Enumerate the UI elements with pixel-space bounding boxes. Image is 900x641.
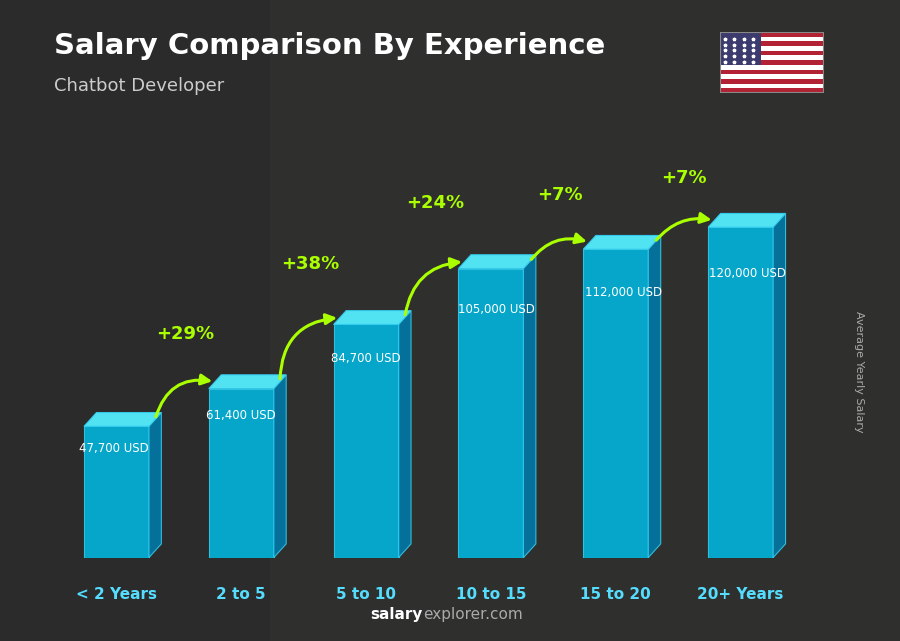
Text: +38%: +38% xyxy=(281,256,339,274)
Polygon shape xyxy=(274,375,286,558)
Text: 5 to 10: 5 to 10 xyxy=(336,587,396,603)
Bar xyxy=(720,60,824,65)
Polygon shape xyxy=(209,388,274,558)
Polygon shape xyxy=(84,426,148,558)
Polygon shape xyxy=(334,324,399,558)
Polygon shape xyxy=(524,254,536,558)
Text: 84,700 USD: 84,700 USD xyxy=(331,353,400,365)
Text: 120,000 USD: 120,000 USD xyxy=(709,267,787,280)
Bar xyxy=(720,51,824,56)
Polygon shape xyxy=(458,269,524,558)
Text: +29%: +29% xyxy=(156,325,214,343)
Bar xyxy=(720,79,824,83)
Polygon shape xyxy=(708,213,786,227)
Bar xyxy=(720,42,824,46)
Bar xyxy=(720,83,824,88)
Polygon shape xyxy=(708,227,773,558)
Text: +7%: +7% xyxy=(662,169,707,187)
Text: explorer.com: explorer.com xyxy=(423,607,523,622)
Polygon shape xyxy=(583,235,661,249)
Polygon shape xyxy=(773,213,786,558)
Text: 47,700 USD: 47,700 USD xyxy=(79,442,148,455)
Text: +7%: +7% xyxy=(536,186,582,204)
Text: 105,000 USD: 105,000 USD xyxy=(458,303,536,316)
Polygon shape xyxy=(399,311,411,558)
Polygon shape xyxy=(458,254,536,269)
Bar xyxy=(720,32,761,65)
Bar xyxy=(720,56,824,60)
Text: +24%: +24% xyxy=(406,194,464,212)
Text: < 2 Years: < 2 Years xyxy=(76,587,157,603)
Polygon shape xyxy=(84,413,161,426)
Bar xyxy=(720,32,824,37)
Polygon shape xyxy=(209,375,286,388)
Text: 20+ Years: 20+ Years xyxy=(698,587,784,603)
Text: salary: salary xyxy=(371,607,423,622)
Polygon shape xyxy=(648,235,661,558)
Bar xyxy=(720,46,824,51)
Text: 112,000 USD: 112,000 USD xyxy=(585,287,662,299)
Bar xyxy=(270,0,900,641)
Text: 61,400 USD: 61,400 USD xyxy=(206,409,276,422)
Text: Average Yearly Salary: Average Yearly Salary xyxy=(854,311,865,433)
Bar xyxy=(720,74,824,79)
Text: 10 to 15: 10 to 15 xyxy=(455,587,526,603)
Text: 2 to 5: 2 to 5 xyxy=(216,587,266,603)
Bar xyxy=(720,37,824,42)
Text: Salary Comparison By Experience: Salary Comparison By Experience xyxy=(54,32,605,60)
Bar xyxy=(720,69,824,74)
Polygon shape xyxy=(583,249,648,558)
Bar xyxy=(720,65,824,69)
Text: Chatbot Developer: Chatbot Developer xyxy=(54,77,224,95)
Text: 15 to 20: 15 to 20 xyxy=(580,587,651,603)
Polygon shape xyxy=(334,311,411,324)
Bar xyxy=(720,88,824,93)
Polygon shape xyxy=(148,413,161,558)
